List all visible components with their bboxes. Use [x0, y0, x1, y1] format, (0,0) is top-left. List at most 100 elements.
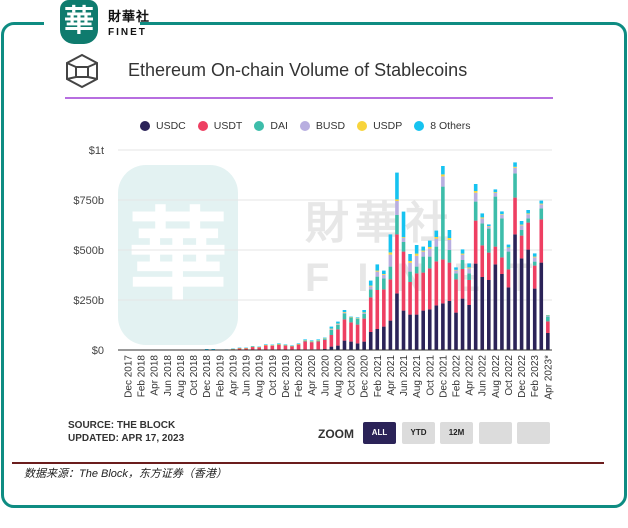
bar-segment-busd: [473, 192, 478, 202]
x-tick-label: Dec 2017: [124, 355, 135, 398]
x-tick-label: Oct 2020: [347, 355, 358, 396]
bar-segment-usdt: [329, 335, 334, 347]
y-tick-label: $500b: [73, 245, 104, 257]
bar-segment-dai: [323, 339, 327, 340]
x-tick-label: Apr 2021: [386, 355, 397, 396]
bar-segment-usdc: [382, 326, 386, 350]
bar-segment-usdt: [395, 234, 399, 294]
bar-segment-dai: [382, 278, 386, 290]
bar-segment-dai: [447, 250, 452, 263]
bar-segment-busd: [500, 214, 504, 219]
legend-label: 8 Others: [430, 120, 471, 132]
bar-segment-usdp: [362, 312, 366, 313]
bar-segment-usdp: [283, 344, 288, 346]
bar-segment-busd: [519, 225, 524, 230]
legend: USDC USDT DAI BUSD USDP 8 Others: [140, 120, 471, 132]
bar-segment-busd: [368, 286, 373, 290]
bar-segment-dai: [506, 251, 511, 270]
bar-segment-dai: [441, 186, 445, 260]
bar-segment-dai: [375, 276, 380, 290]
bar-segment-usdc: [519, 258, 524, 350]
bar-segment-8-others: [401, 211, 406, 238]
bar-segment-busd: [336, 324, 340, 325]
x-tick-label: Feb 2022: [452, 355, 463, 398]
x-tick-label: Dec 2022: [517, 355, 528, 398]
x-tick-label: Feb 2019: [215, 355, 226, 398]
bar-segment-8-others: [532, 253, 537, 257]
bar-segment-busd: [539, 204, 544, 209]
bar-segment-usdp: [244, 348, 248, 349]
bar-segment-dai: [309, 341, 314, 343]
bar-segment-8-others: [244, 347, 248, 349]
bar-segment-usdp: [460, 253, 465, 255]
legend-item[interactable]: 8 Others: [414, 120, 471, 132]
x-tick-label: Aug 2022: [491, 355, 502, 398]
bar-segment-8-others: [303, 339, 307, 341]
bar-segment-dai: [473, 201, 478, 221]
bar-segment-8-others: [342, 310, 347, 312]
bar-segment-8-others: [480, 213, 485, 218]
bar-segment-8-others: [323, 337, 327, 339]
zoom-blank-button-1[interactable]: [479, 422, 512, 444]
watermark-text-cn: 財華社: [305, 199, 455, 248]
bar-segment-usdp: [414, 253, 419, 256]
bar-segment-usdp: [316, 340, 321, 341]
bar-segment-usdp: [355, 318, 360, 319]
bar-segment-usdp: [487, 226, 491, 227]
bar-segment-usdt: [382, 289, 386, 327]
bar-segment-usdt: [368, 297, 373, 332]
watermark-logo: 華: [118, 165, 238, 345]
zoom-all-button[interactable]: ALL: [363, 422, 396, 444]
bar-segment-busd: [395, 201, 399, 215]
bar-segment-8-others: [447, 230, 452, 238]
bar-segment-8-others: [296, 343, 301, 344]
x-tick-label: Feb 2021: [373, 355, 384, 398]
bar-segment-usdc: [355, 343, 360, 350]
bar-segment-usdp: [388, 252, 393, 255]
legend-label: BUSD: [315, 120, 346, 132]
bar-segment-8-others: [408, 254, 412, 261]
bar-segment-usdp: [506, 247, 511, 248]
bar-segment-usdt: [277, 344, 281, 350]
bar-segment-busd: [401, 238, 406, 242]
bar-segment-8-others: [500, 211, 504, 215]
bar-segment-busd: [513, 167, 517, 174]
bar-segment-usdt: [467, 280, 471, 305]
bar-segment-usdp: [519, 224, 524, 226]
bar-segment-usdt: [480, 245, 485, 277]
bar-segment-usdt: [500, 257, 504, 274]
zoom-12m-button[interactable]: 12M: [440, 422, 473, 444]
bar-segment-8-others: [349, 316, 353, 318]
bar-segment-dai: [519, 230, 524, 236]
legend-item[interactable]: USDT: [197, 120, 242, 132]
x-tick-label: Jun 2018: [163, 355, 174, 397]
updated-line: UPDATED: APR 17, 2023: [68, 433, 185, 444]
bar-segment-dai: [493, 196, 498, 247]
bar-segment-8-others: [257, 346, 261, 348]
bar-segment-usdp: [447, 238, 452, 240]
bar-segment-usdt: [283, 345, 288, 350]
x-tick-label: Aug 2020: [333, 355, 344, 398]
zoom-ytd-button[interactable]: YTD: [402, 422, 435, 444]
zoom-blank-button-2[interactable]: [517, 422, 550, 444]
legend-label: DAI: [270, 120, 288, 132]
bar-segment-usdp: [473, 191, 478, 193]
bar-segment-usdp: [427, 247, 432, 249]
bar-segment-dai: [526, 218, 530, 223]
bar-segment-usdp: [323, 338, 327, 339]
bar-segment-8-others: [395, 172, 399, 200]
bar-segment-8-others: [388, 234, 393, 253]
bar-segment-usdc: [414, 314, 419, 350]
legend-swatch: [140, 121, 150, 131]
x-tick-label: Apr 2022: [465, 355, 476, 396]
legend-item[interactable]: DAI: [254, 120, 288, 132]
legend-item[interactable]: USDC: [140, 120, 186, 132]
bar-segment-usdt: [244, 348, 248, 350]
bar-segment-dai: [500, 218, 504, 258]
legend-item[interactable]: USDP: [357, 120, 402, 132]
bar-segment-usdp: [382, 274, 386, 275]
bar-segment-usdt: [323, 340, 327, 349]
source-line: SOURCE: THE BLOCK: [68, 420, 176, 431]
bar-segment-8-others: [519, 221, 524, 225]
legend-item[interactable]: BUSD: [299, 120, 346, 132]
